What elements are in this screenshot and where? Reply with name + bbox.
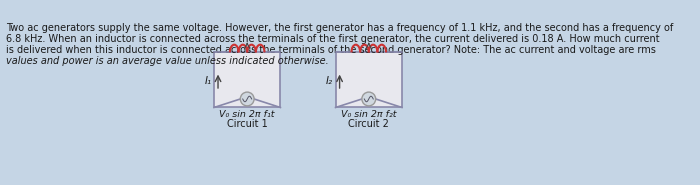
Text: V₀ sin 2π f₁t: V₀ sin 2π f₁t (219, 110, 275, 119)
Text: Two ac generators supply the same voltage. However, the first generator has a fr: Two ac generators supply the same voltag… (6, 23, 673, 33)
Text: I₂: I₂ (326, 76, 333, 86)
Bar (335, 52, 402, 107)
Text: 6.8 kHz. When an inductor is connected across the terminals of the first generat: 6.8 kHz. When an inductor is connected a… (6, 34, 660, 44)
Bar (214, 52, 281, 107)
Text: is delivered when this inductor is connected across the terminals of the second : is delivered when this inductor is conne… (6, 45, 657, 55)
Text: I₁: I₁ (204, 76, 211, 86)
Text: Circuit 2: Circuit 2 (349, 119, 389, 129)
Circle shape (240, 92, 254, 106)
Text: values and power is an average value unless indicated otherwise.: values and power is an average value unl… (6, 56, 329, 66)
Circle shape (362, 92, 376, 106)
Text: V₀ sin 2π f₂t: V₀ sin 2π f₂t (341, 110, 396, 119)
Text: Circuit 1: Circuit 1 (227, 119, 267, 129)
